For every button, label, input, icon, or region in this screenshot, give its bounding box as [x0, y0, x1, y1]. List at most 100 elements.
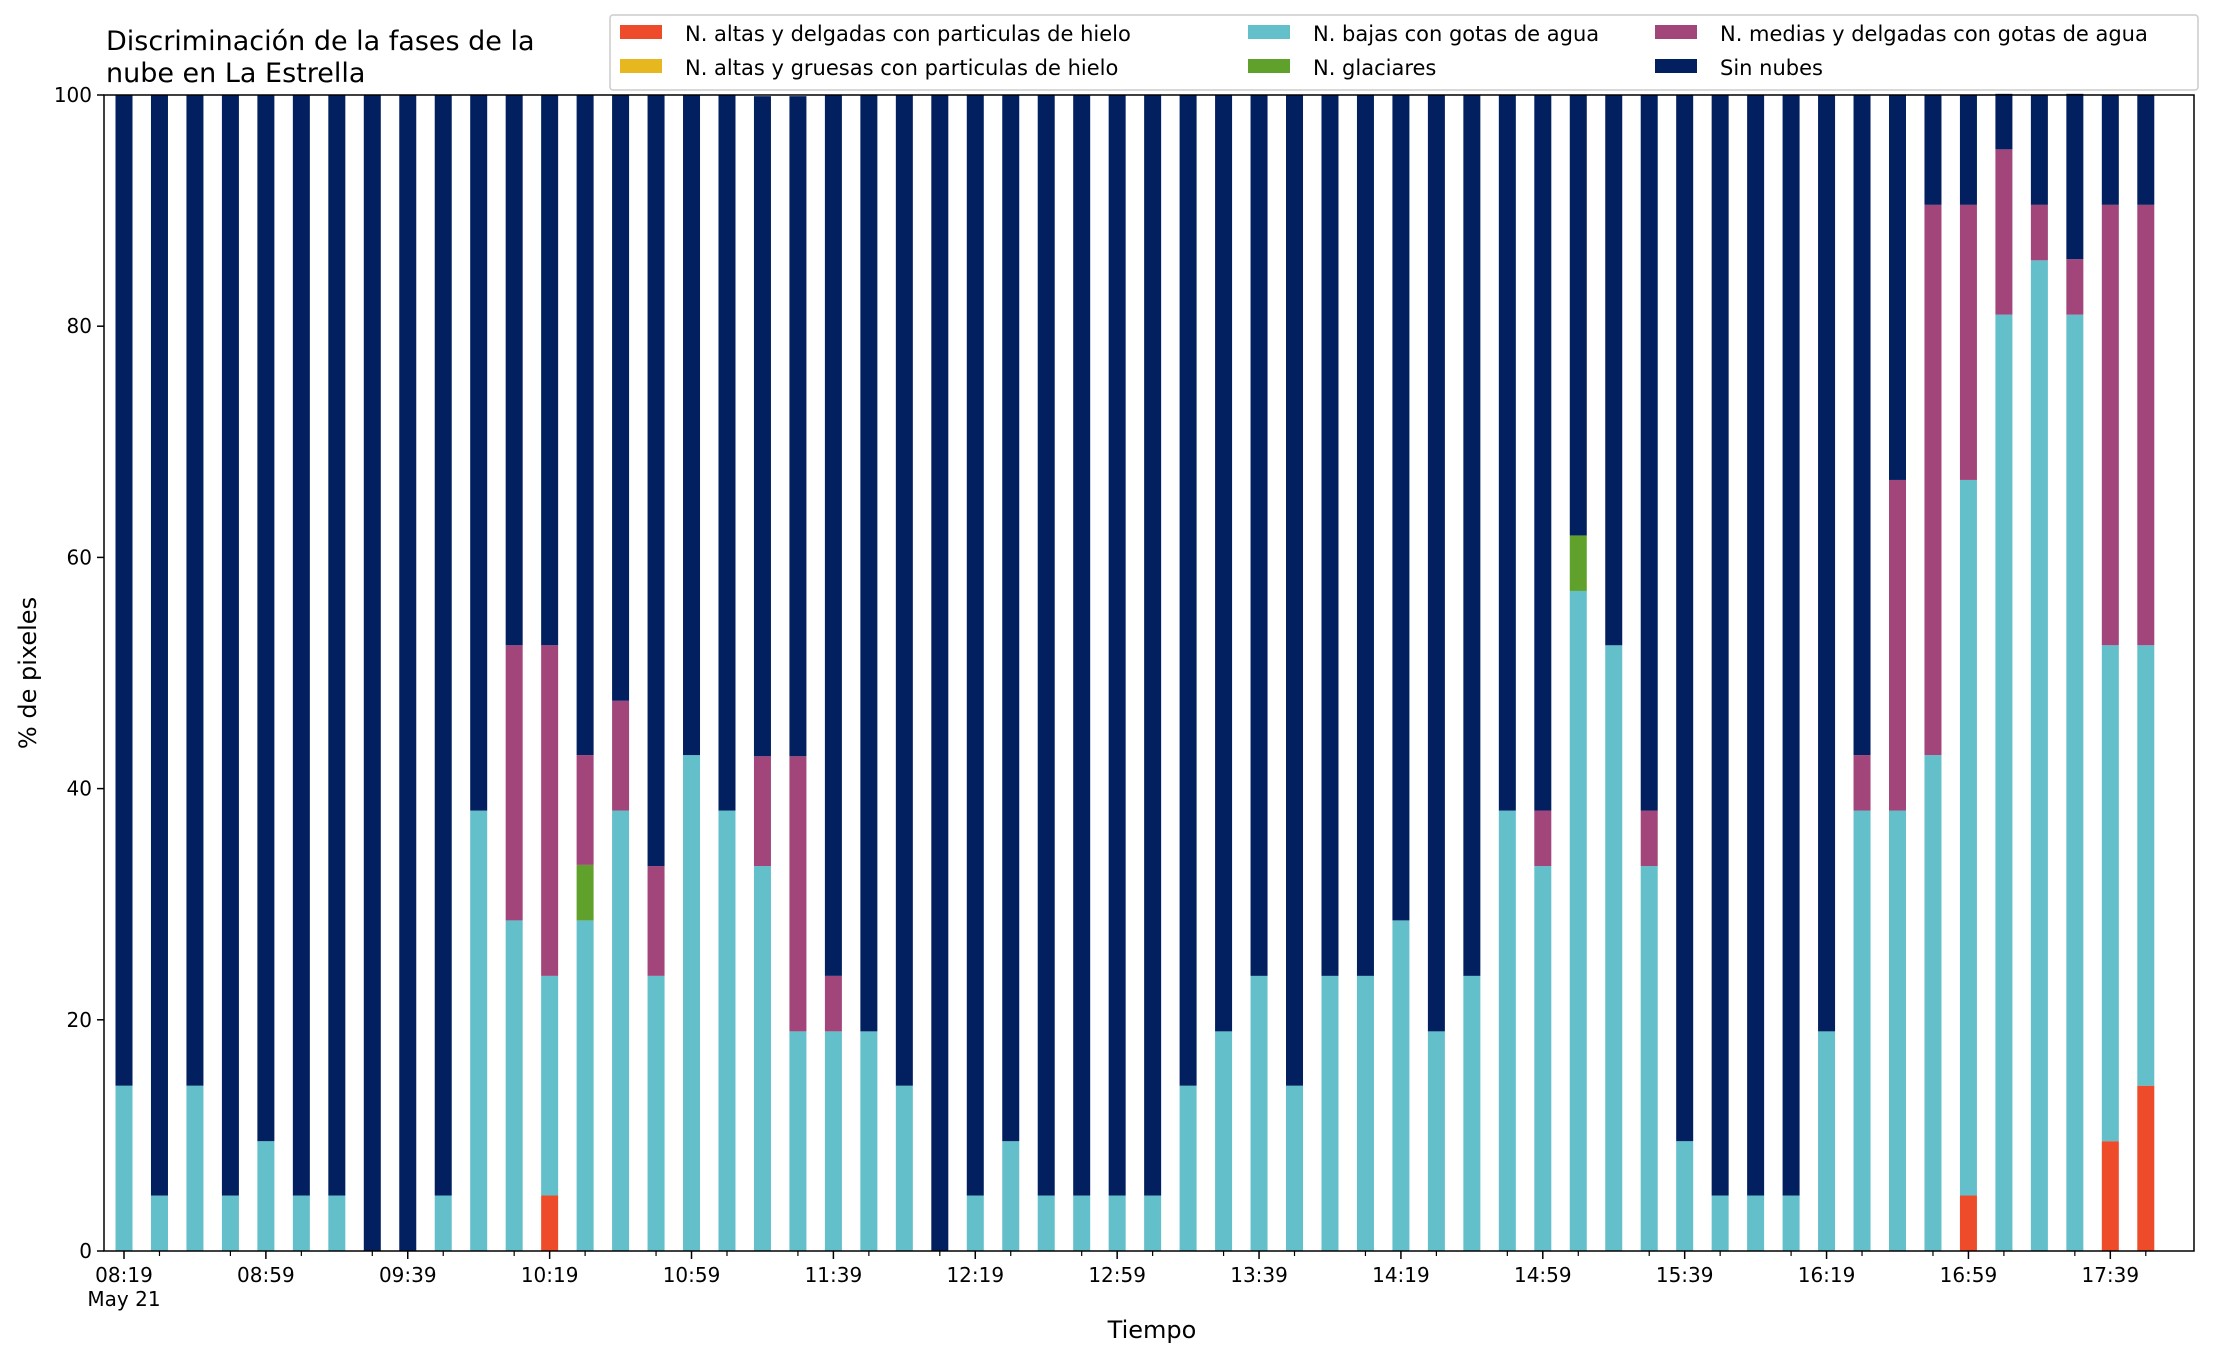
bar-segment-s5-32 [1250, 95, 1268, 976]
bar-segment-s5-34 [1321, 95, 1339, 976]
bar-segment-s5-36 [1392, 95, 1410, 921]
bar-segment-s2-53 [1995, 314, 2013, 1251]
bar-segment-s2-34 [1321, 975, 1339, 1251]
bar-segment-s4-40 [1534, 810, 1552, 867]
bar-segment-s5-51 [1924, 95, 1942, 205]
legend-swatch-4 [1655, 25, 1697, 39]
bar-segment-s5-46 [1747, 95, 1765, 1196]
bar-segment-s2-55 [2066, 314, 2084, 1251]
x-tick-label-9: 14:19 [1372, 1263, 1430, 1287]
bar-segment-s5-13 [576, 95, 594, 756]
bar-segment-s2-40 [1534, 866, 1552, 1251]
chart-title-line-2: nube en La Estrella [106, 58, 365, 89]
legend-box [609, 14, 2199, 91]
bar-segment-s2-20 [824, 1031, 842, 1251]
legend-label-4: N. medias y delgadas con gotas de agua [1720, 22, 2148, 46]
bar-segment-s2-6 [328, 1195, 346, 1251]
y-axis-label: % de pixeles [14, 597, 42, 749]
bar-segment-s2-32 [1250, 975, 1268, 1251]
bar-segment-s2-45 [1711, 1195, 1729, 1251]
x-axis-label: Tiempo [1107, 1316, 1197, 1344]
bar-segment-s2-35 [1356, 975, 1374, 1251]
bar-segment-s2-1 [150, 1195, 168, 1251]
x-tick-label-4: 10:59 [663, 1263, 721, 1287]
bar-segment-s5-29 [1144, 95, 1162, 1196]
bar-segment-s5-17 [718, 95, 736, 811]
bar-segment-s5-53 [1995, 93, 2013, 150]
bar-segment-s5-49 [1853, 95, 1871, 756]
bar-segment-s2-41 [1569, 590, 1587, 1251]
bar-segment-s2-12 [541, 975, 559, 1196]
bar-segment-s2-36 [1392, 920, 1410, 1251]
legend-swatch-2 [1248, 25, 1290, 39]
bar-segment-s5-16 [683, 95, 701, 756]
bar-segment-s2-19 [789, 1031, 807, 1251]
x-tick-label-11: 15:39 [1656, 1263, 1714, 1287]
bar-segment-s5-38 [1463, 95, 1481, 976]
bar-segment-s5-12 [541, 95, 559, 646]
bar-segment-s2-17 [718, 810, 736, 1251]
bar-segment-s5-19 [789, 96, 807, 757]
bar-segment-s2-0 [115, 1085, 133, 1251]
bar-segment-s2-51 [1924, 755, 1942, 1251]
bar-segment-s2-14 [612, 810, 630, 1251]
legend-swatch-3 [1248, 59, 1290, 73]
legend-label-0: N. altas y delgadas con particulas de hi… [685, 22, 1131, 46]
plot-frame [103, 94, 2195, 1252]
x-tick-label-6: 12:19 [946, 1263, 1004, 1287]
y-tick-label-4: 80 [67, 314, 92, 338]
bar-segment-s4-18 [753, 756, 771, 867]
bar-segment-s2-38 [1463, 975, 1481, 1251]
bar-segment-s5-20 [824, 95, 842, 976]
bar-segment-s5-22 [895, 95, 913, 1086]
bar-segment-s5-42 [1605, 95, 1623, 646]
bar-segment-s2-3 [221, 1195, 239, 1251]
bar-segment-s5-5 [292, 95, 310, 1196]
bar-segment-s5-21 [860, 95, 878, 1032]
bar-segment-s2-31 [1215, 1031, 1233, 1251]
bar-segment-s2-37 [1427, 1031, 1445, 1251]
bar-segment-s4-49 [1853, 755, 1871, 811]
x-tick-label-12: 16:19 [1798, 1263, 1856, 1287]
bar-segment-s2-15 [647, 975, 665, 1251]
bar-segment-s2-10 [470, 810, 488, 1251]
bar-segment-s2-18 [753, 866, 771, 1251]
bar-segment-s2-26 [1037, 1195, 1055, 1251]
bar-segment-s4-15 [647, 866, 665, 976]
bar-segment-s2-48 [1818, 1031, 1836, 1251]
bar-segment-s5-0 [115, 95, 133, 1086]
y-axis: 0 20 40 60 80 100 [54, 83, 104, 1263]
bar-segment-s4-56 [2101, 204, 2119, 646]
bar-segment-s4-12 [541, 645, 559, 976]
bar-segment-s4-51 [1924, 204, 1942, 756]
bar-segment-s5-7 [363, 95, 381, 1251]
bar-segment-s5-40 [1534, 95, 1552, 811]
bar-segment-s2-16 [683, 755, 701, 1251]
x-tick-label-13: 16:59 [1940, 1263, 1998, 1287]
bar-segment-s2-57 [2137, 645, 2155, 1086]
y-tick-label-3: 60 [67, 545, 92, 569]
bar-segment-s5-26 [1037, 95, 1055, 1196]
x-tick-label-3: 10:19 [521, 1263, 579, 1287]
bar-segment-s5-2 [186, 95, 204, 1086]
x-tick-label-14: 17:39 [2081, 1263, 2139, 1287]
bar-segment-s2-29 [1144, 1195, 1162, 1251]
y-tick-label-0: 0 [79, 1239, 92, 1263]
x-tick-label-7: 12:59 [1088, 1263, 1146, 1287]
bar-segment-s4-57 [2137, 204, 2155, 646]
bar-segment-s2-28 [1108, 1195, 1126, 1251]
bar-segment-s5-24 [966, 95, 984, 1196]
bar-segment-s5-31 [1215, 95, 1233, 1032]
legend: N. altas y delgadas con particulas de hi… [609, 14, 2199, 91]
bar-segment-s2-5 [292, 1195, 310, 1251]
bar-segment-s2-30 [1179, 1085, 1197, 1251]
bar-segment-s5-30 [1179, 95, 1197, 1086]
bar-segment-s5-41 [1569, 95, 1587, 536]
bar-segment-s5-15 [647, 95, 665, 867]
bar-segment-s2-13 [576, 920, 594, 1251]
legend-swatch-1 [620, 59, 662, 73]
legend-label-2: N. bajas con gotas de agua [1313, 22, 1599, 46]
bar-segment-s5-3 [221, 95, 239, 1196]
bar-segment-s5-18 [753, 96, 771, 757]
